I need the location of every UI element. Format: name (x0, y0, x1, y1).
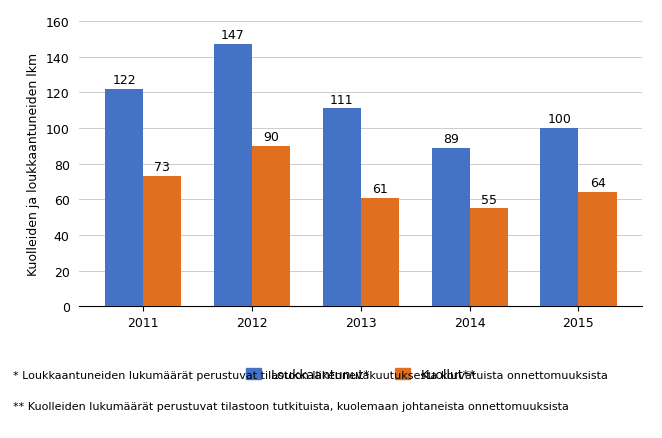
Text: 111: 111 (330, 93, 354, 106)
Bar (469, 209, 508, 307)
Bar (322, 109, 361, 307)
Text: 100: 100 (547, 113, 571, 126)
Text: * Loukkaantuneiden lukumäärät perustuvat tilastoon liikennevakuutuksesta korvatu: * Loukkaantuneiden lukumäärät perustuvat… (13, 370, 608, 380)
Text: 122: 122 (113, 74, 136, 87)
Bar (105, 89, 143, 307)
Bar (361, 198, 399, 307)
Bar (432, 148, 469, 307)
Text: 73: 73 (154, 161, 170, 174)
Bar (214, 45, 252, 307)
Bar (143, 177, 181, 307)
Text: 90: 90 (263, 131, 279, 144)
Y-axis label: Kuolleiden ja loukkaantuneiden lkm: Kuolleiden ja loukkaantuneiden lkm (27, 53, 40, 276)
Text: 89: 89 (443, 133, 459, 145)
Legend: Loukkaantunut*, Kuollut**: Loukkaantunut*, Kuollut** (242, 364, 479, 385)
Bar (252, 146, 290, 307)
Bar (579, 193, 616, 307)
Text: 55: 55 (481, 193, 496, 206)
Text: 147: 147 (221, 29, 245, 42)
Text: 61: 61 (372, 182, 388, 195)
Text: ** Kuolleiden lukumäärät perustuvat tilastoon tutkituista, kuolemaan johtaneista: ** Kuolleiden lukumäärät perustuvat tila… (13, 401, 569, 411)
Text: 64: 64 (590, 177, 605, 190)
Bar (540, 129, 579, 307)
